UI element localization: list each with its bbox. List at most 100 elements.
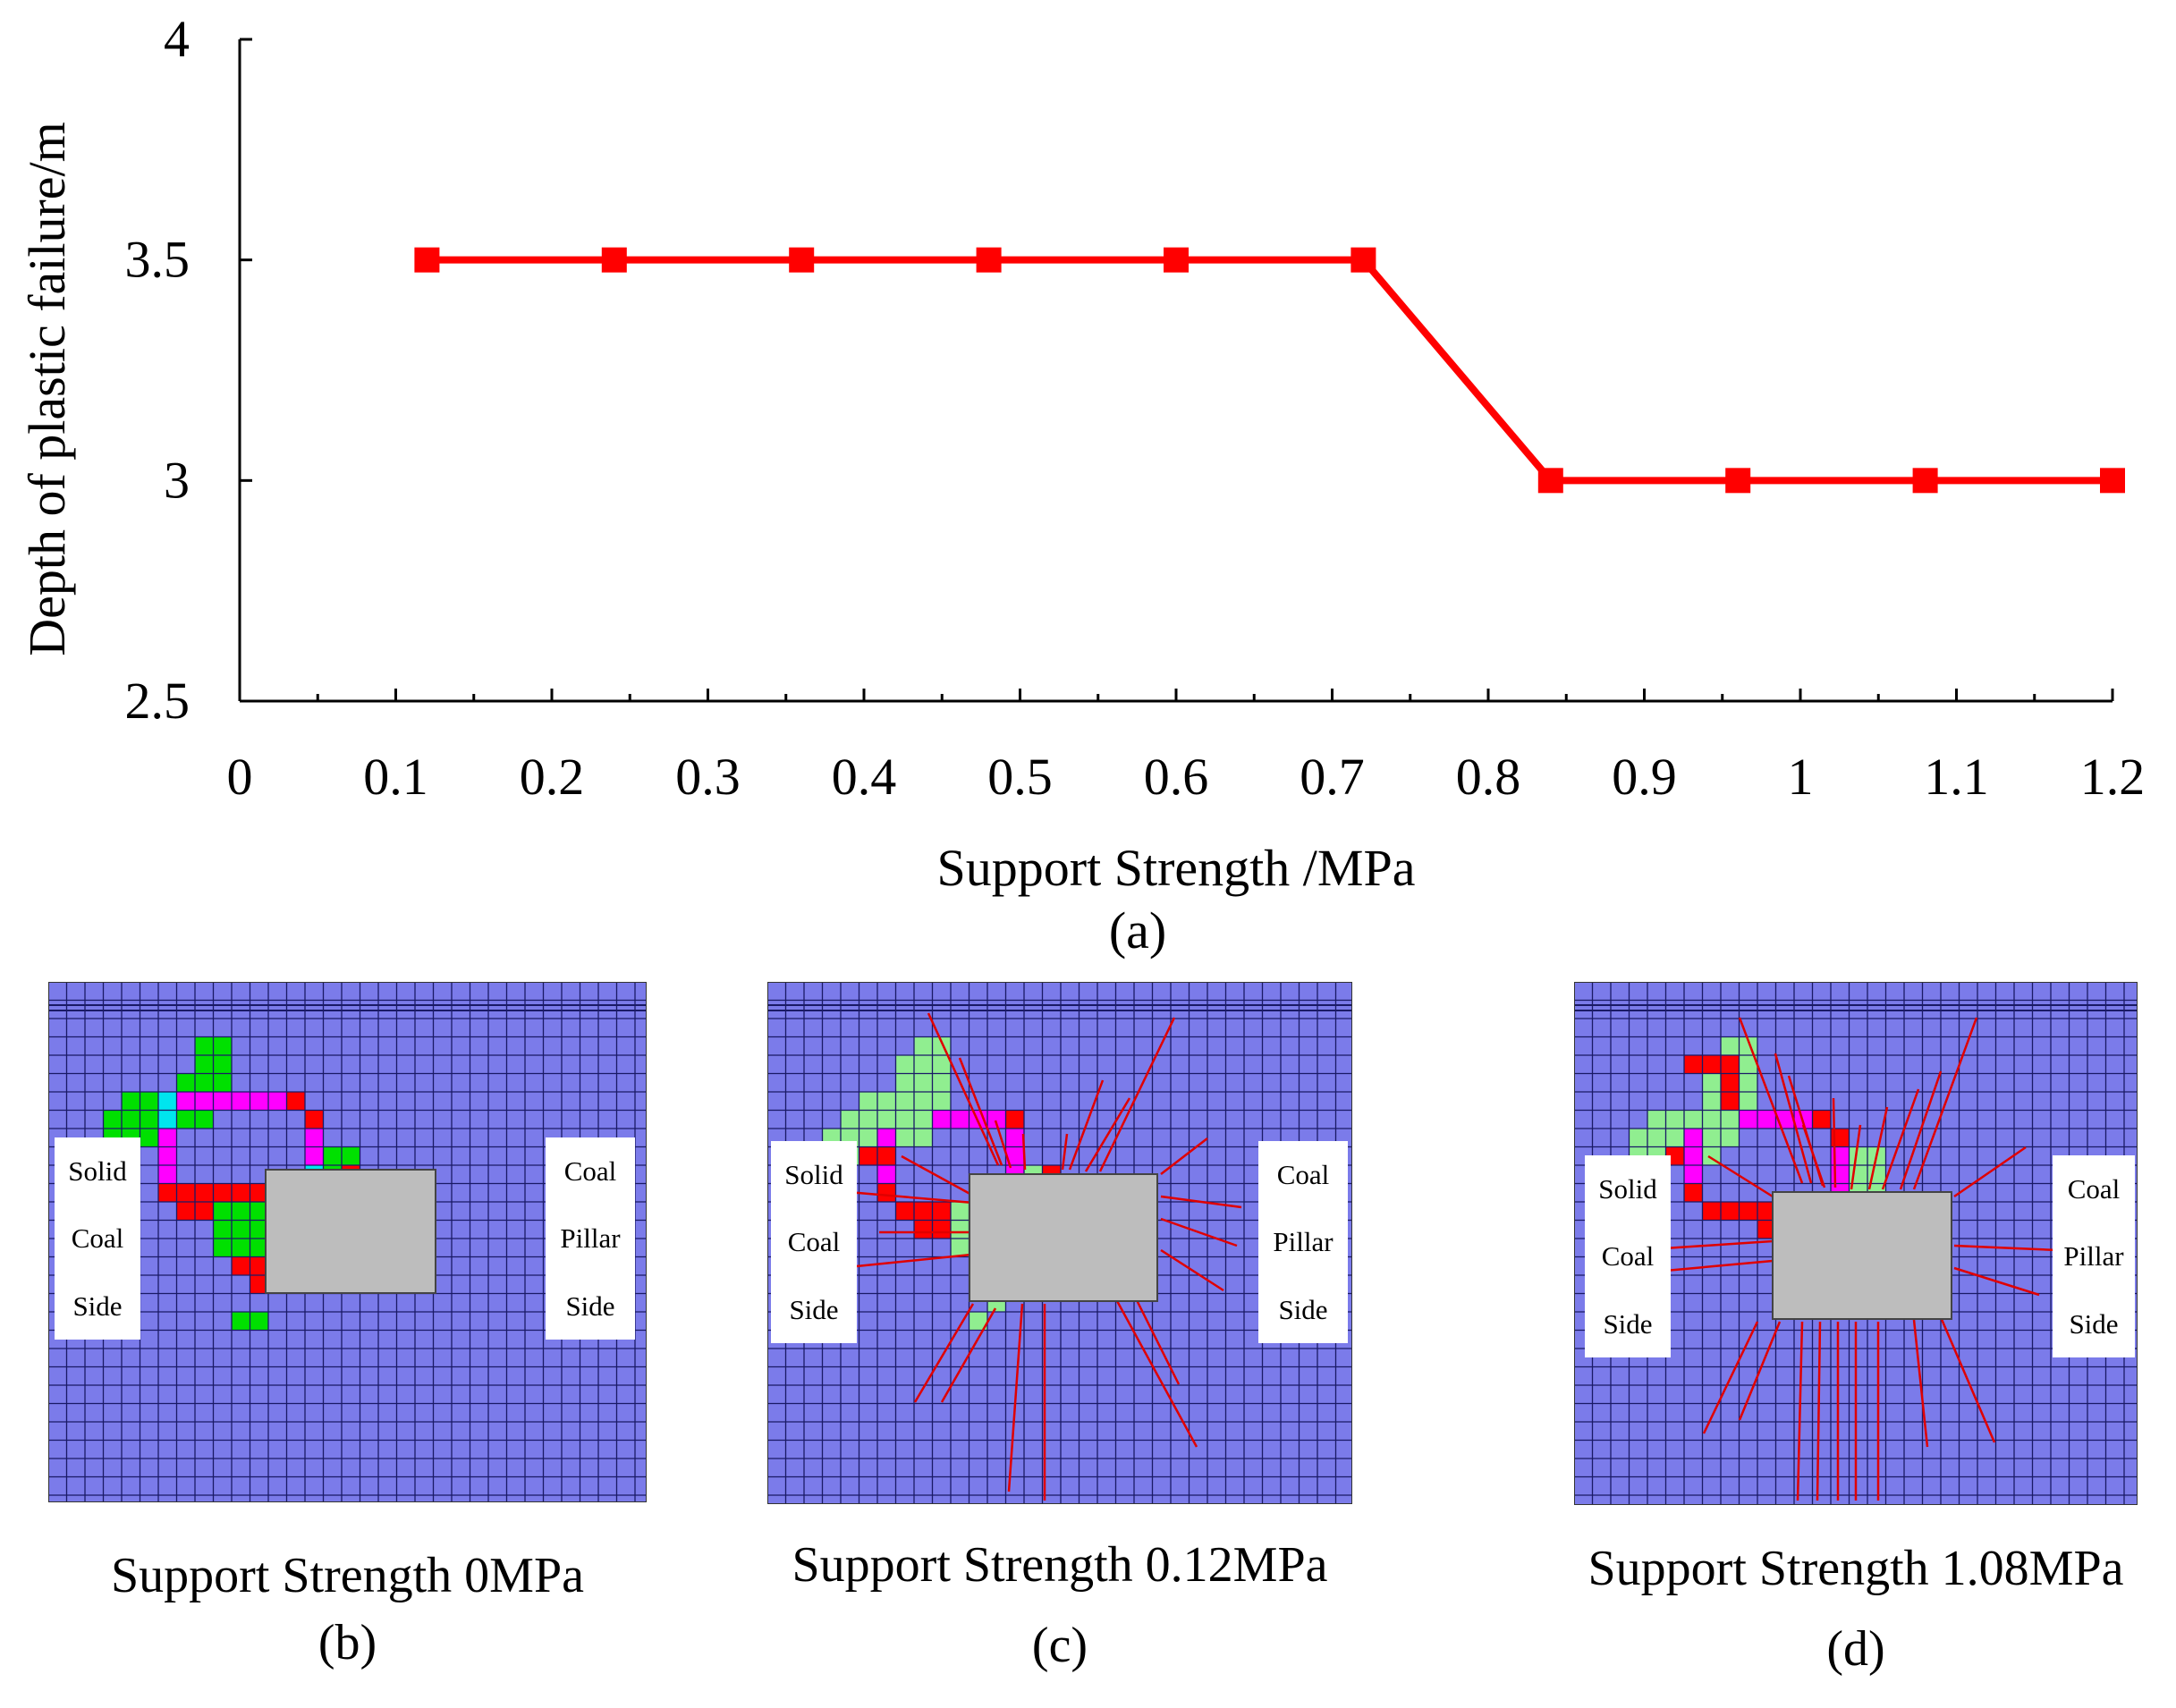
x-tick-label: 1 xyxy=(1788,748,1814,806)
panel-c-left-label-line3: Side xyxy=(789,1293,839,1325)
x-tick-label: 0.6 xyxy=(1144,748,1209,806)
bolt-line xyxy=(838,1253,972,1270)
bolt-line xyxy=(1738,1321,1782,1421)
series-line xyxy=(427,256,2112,485)
failure-cells xyxy=(1757,1220,1776,1239)
data-point-marker xyxy=(976,247,1002,273)
bolt-line xyxy=(1114,1298,1198,1448)
panel-b-left-label: Solid Coal Side xyxy=(55,1137,140,1340)
failure-cells xyxy=(1812,1110,1831,1129)
bolt-line xyxy=(1953,1244,2058,1252)
panel-c-mesh xyxy=(767,982,1352,1504)
bolt-line xyxy=(1867,1106,1889,1190)
panel-d-right-label-line1: Coal xyxy=(2067,1173,2121,1205)
bolt-line xyxy=(1707,1154,1774,1198)
data-point-marker xyxy=(601,247,627,273)
panel-d-right-label-line2: Pillar xyxy=(2063,1240,2124,1273)
bolt-line xyxy=(1160,1248,1224,1292)
failure-cells xyxy=(1684,1055,1740,1074)
panel-c-right-label-line2: Pillar xyxy=(1273,1226,1334,1258)
bolt-line xyxy=(1832,1097,1837,1188)
y-axis-label: Depth of plastic failure/m xyxy=(18,122,76,656)
failure-cells xyxy=(1684,1183,1703,1202)
panel-b-left-label-line2: Coal xyxy=(71,1222,124,1255)
bolt-line xyxy=(1098,1017,1176,1172)
y-tick-label: 2.5 xyxy=(125,672,191,730)
x-tick-label: 0.9 xyxy=(1612,748,1677,806)
failure-cells xyxy=(877,1183,896,1202)
panel-d-right-label: Coal Pillar Side xyxy=(2053,1155,2135,1357)
bolt-line xyxy=(1899,1070,1943,1190)
roadway xyxy=(1772,1191,1952,1320)
bolt-line xyxy=(994,1120,1012,1169)
failure-cells xyxy=(158,1183,177,1202)
data-point-marker xyxy=(1725,468,1751,494)
chart-series xyxy=(414,247,2125,494)
x-tick-label: 0.8 xyxy=(1456,748,1521,806)
chart-axes: 0 0.1 0.2 0.3 0.4 0.5 0.6 0.7 0.8 0.9 1 1.1 1.2 2.5 3 3… xyxy=(125,10,2146,806)
x-tick-label: 0.1 xyxy=(363,748,428,806)
bolt-line xyxy=(1160,1217,1238,1247)
bolt-line xyxy=(927,1012,1000,1166)
bolt-line xyxy=(847,1190,974,1205)
x-tick-label: 1.2 xyxy=(2080,748,2146,806)
bolt-line xyxy=(1801,1124,1826,1188)
failure-cells xyxy=(1005,1110,1024,1129)
bolt-line xyxy=(1738,1017,1804,1184)
bolt-line xyxy=(1796,1321,1804,1501)
panel-d-left-label: Solid Coal Side xyxy=(1585,1155,1671,1357)
panel-b-right-label-line2: Pillar xyxy=(560,1222,621,1255)
failure-cells xyxy=(1721,1092,1740,1111)
panel-b-caption: (b) xyxy=(318,1615,377,1670)
bolt-line xyxy=(1850,1124,1862,1190)
chart-caption: (a) xyxy=(1109,901,1166,960)
panel-c-right-label-line1: Coal xyxy=(1276,1159,1330,1191)
x-tick-label: 0.2 xyxy=(520,748,585,806)
panel-b-right-label-line1: Coal xyxy=(563,1155,617,1188)
panel-d-left-label-line3: Side xyxy=(1603,1307,1653,1340)
panel-b-right-label: Coal Pillar Side xyxy=(546,1137,635,1340)
data-point-marker xyxy=(1537,468,1563,494)
panel-c-left-label-line1: Solid xyxy=(784,1159,843,1191)
roadway xyxy=(265,1169,436,1294)
bolt-line xyxy=(1132,1294,1181,1385)
data-point-marker xyxy=(1350,247,1376,273)
bolt-line xyxy=(1912,1017,1978,1190)
bolt-line xyxy=(1939,1316,1996,1443)
bolt-line xyxy=(1912,1319,1929,1448)
panel-b-title: Support Strength 0MPa xyxy=(111,1548,584,1603)
failure-cells xyxy=(158,1092,177,1111)
roadway xyxy=(969,1173,1158,1302)
bolt-line xyxy=(901,1154,976,1198)
panel-c-caption: (c) xyxy=(1031,1618,1088,1673)
bolt-line xyxy=(1061,1133,1069,1171)
x-tick-label: 0.3 xyxy=(675,748,741,806)
panel-c-right-label: Coal Pillar Side xyxy=(1258,1141,1348,1343)
failure-cells xyxy=(286,1092,305,1111)
panel-c-right-label-line3: Side xyxy=(1278,1293,1328,1325)
bolt-line xyxy=(1021,1133,1027,1171)
y-tick-label: 4 xyxy=(164,10,190,68)
data-point-marker xyxy=(1164,247,1189,273)
bolt-line xyxy=(1774,1053,1813,1184)
x-tick-label: 1.1 xyxy=(1924,748,1989,806)
x-tick-label: 0.5 xyxy=(987,748,1053,806)
panel-d-caption: (d) xyxy=(1826,1621,1885,1677)
bolt-line xyxy=(940,1307,997,1403)
failure-cells xyxy=(250,1275,268,1294)
failure-cells xyxy=(1739,1110,1831,1129)
bolt-line xyxy=(1816,1321,1822,1501)
data-point-marker xyxy=(414,247,440,273)
panel-c-left-label-line2: Coal xyxy=(787,1226,841,1258)
bolt-line xyxy=(1068,1079,1105,1171)
panel-d-title: Support Strength 1.08MPa xyxy=(1588,1541,2124,1596)
y-tick-label: 3 xyxy=(164,451,190,509)
failure-cells xyxy=(969,1312,987,1331)
depth-chart: 0 0.1 0.2 0.3 0.4 0.5 0.6 0.7 0.8 0.9 1 1.1 1.2 2.5 3 3… xyxy=(18,10,2146,960)
panel-b-left-label-line3: Side xyxy=(72,1289,123,1322)
x-axis-label: Support Strength /MPa xyxy=(937,839,1416,897)
bolt-line xyxy=(958,1057,1003,1166)
data-point-marker xyxy=(2100,468,2125,494)
y-tick-label: 3.5 xyxy=(125,231,191,289)
bolt-line xyxy=(1702,1321,1759,1434)
